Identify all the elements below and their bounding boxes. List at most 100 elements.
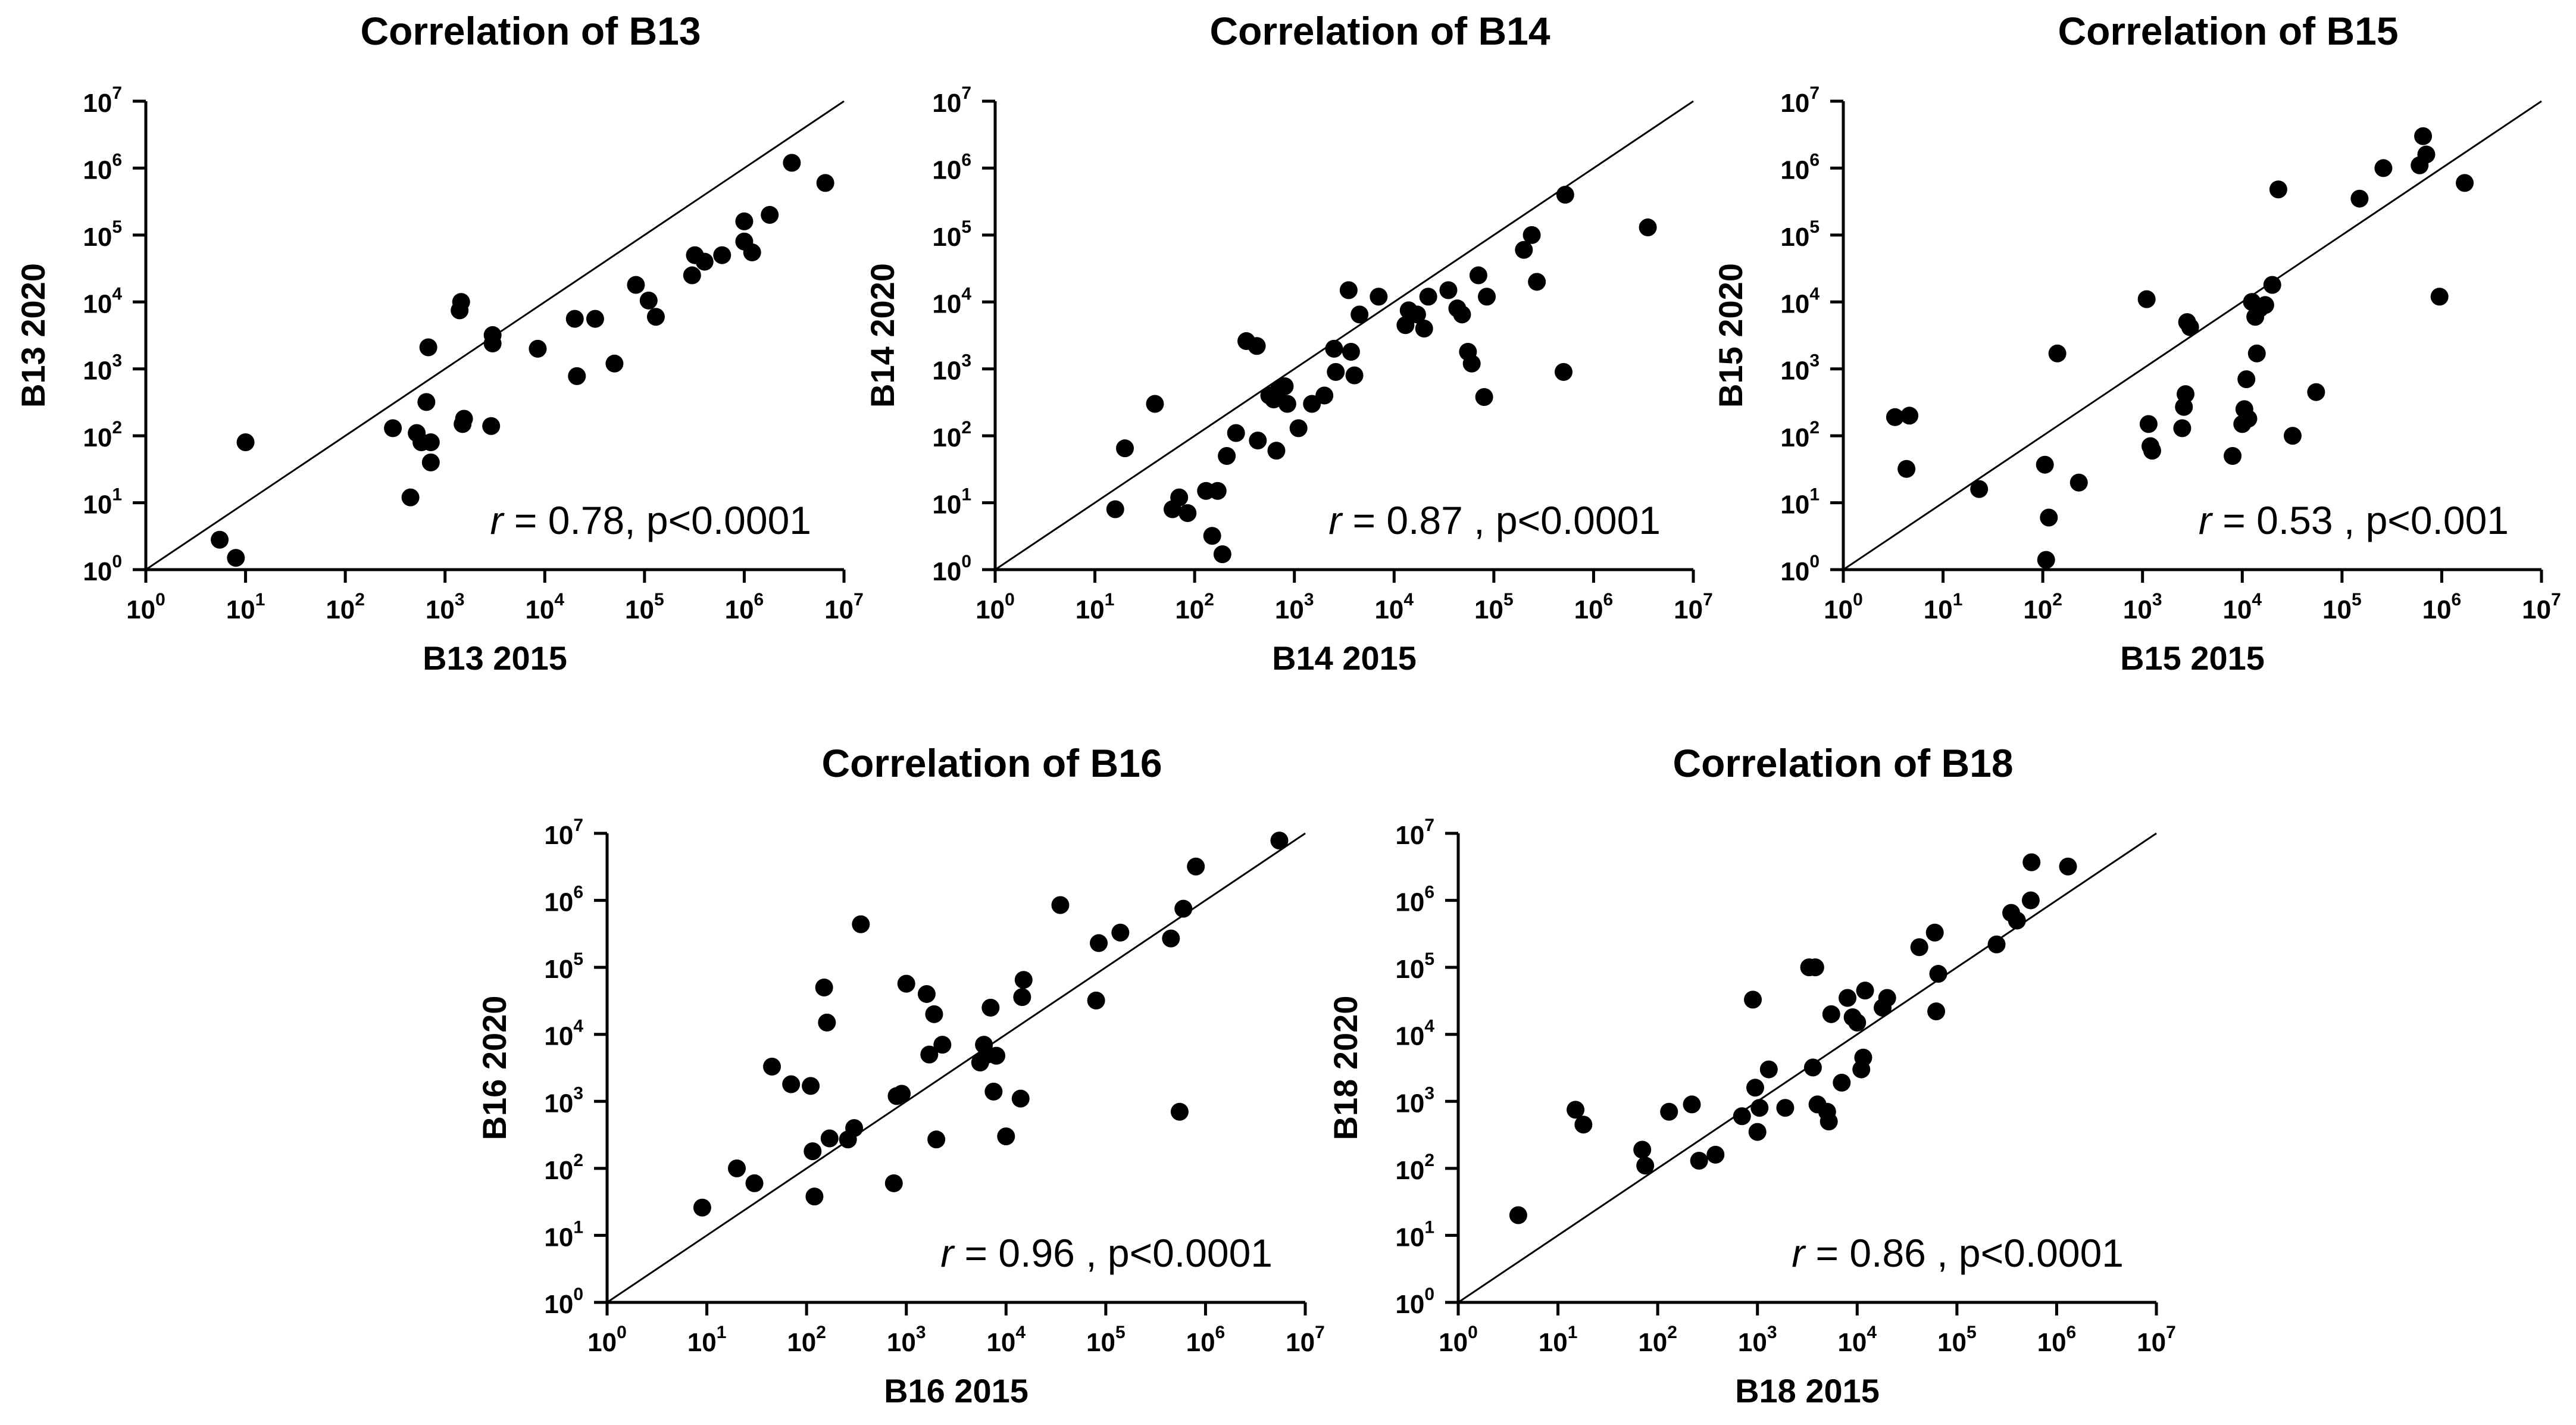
data-point [1854, 1048, 1872, 1067]
x-tick-label: 107 [824, 590, 864, 624]
data-point [1218, 446, 1236, 465]
data-point [1327, 362, 1345, 381]
x-tick-label: 102 [787, 1323, 826, 1357]
data-point [2181, 318, 2199, 336]
data-point [1090, 934, 1108, 952]
data-point [997, 1127, 1015, 1146]
data-point [845, 1119, 864, 1138]
data-point [1822, 1005, 1840, 1023]
chart-title: Correlation of B13 [360, 9, 701, 53]
r-symbol: r [2199, 498, 2214, 542]
data-point [1087, 991, 1105, 1010]
x-axis-label: B18 2015 [1735, 1372, 1880, 1410]
data-point [1927, 1002, 1946, 1021]
data-point [1776, 1099, 1795, 1117]
data-point [1178, 504, 1197, 522]
data-point [1556, 186, 1574, 204]
x-tick-label: 105 [1937, 1323, 1977, 1357]
data-point [1116, 439, 1134, 458]
data-point [745, 1174, 764, 1192]
data-point [683, 266, 701, 285]
data-point [820, 1129, 839, 1148]
y-tick-label: 106 [1395, 883, 1434, 917]
data-point [713, 246, 731, 264]
data-point [1733, 1107, 1751, 1126]
y-axis-label: B13 2020 [14, 263, 52, 408]
data-point [1523, 226, 1541, 244]
data-point [925, 1005, 943, 1023]
y-tick-label: 107 [1395, 815, 1434, 850]
data-point [805, 1188, 824, 1206]
y-tick-label: 100 [1780, 552, 1820, 586]
data-point [2176, 385, 2194, 404]
data-point [1820, 1112, 1838, 1131]
data-point [1748, 1123, 1767, 1141]
data-point [1660, 1102, 1678, 1121]
data-point [1683, 1095, 1701, 1114]
x-axis-label: B15 2015 [2120, 639, 2265, 677]
data-point [1248, 337, 1266, 355]
data-point [1174, 899, 1193, 918]
y-tick-label: 107 [544, 815, 583, 850]
chart-title: Correlation of B16 [821, 741, 1162, 785]
data-point [1469, 266, 1487, 285]
data-point [2022, 853, 2041, 871]
data-point [1567, 1101, 1585, 1119]
data-point [1276, 377, 1294, 395]
data-point [1270, 832, 1289, 850]
x-tick-label: 107 [1286, 1323, 1325, 1357]
data-point [804, 1142, 822, 1161]
data-point [1554, 362, 1573, 381]
data-point [1146, 395, 1164, 413]
x-tick-label: 100 [1824, 590, 1863, 624]
data-point [384, 419, 402, 438]
y-tick-label: 100 [83, 552, 122, 586]
data-point [1345, 366, 1364, 385]
y-tick-label: 102 [1780, 418, 1820, 452]
data-point [1106, 500, 1124, 518]
x-tick-label: 101 [226, 590, 265, 624]
y-tick-label: 107 [83, 83, 122, 118]
data-point [2350, 189, 2369, 208]
identity-line [995, 100, 1694, 571]
data-point [2263, 276, 2281, 294]
x-tick-label: 100 [126, 590, 165, 624]
data-point [483, 326, 502, 344]
data-point [565, 310, 584, 328]
data-point [627, 276, 645, 294]
x-tick-label: 103 [887, 1323, 926, 1357]
x-tick-label: 104 [1374, 590, 1414, 624]
x-tick-label: 102 [1175, 590, 1214, 624]
x-tick-label: 103 [426, 590, 465, 624]
data-point [1013, 988, 1031, 1007]
y-tick-label: 104 [932, 284, 971, 318]
data-point [482, 417, 501, 435]
x-tick-label: 106 [1574, 590, 1614, 624]
data-point [2414, 127, 2433, 145]
x-tick-label: 103 [1275, 590, 1314, 624]
data-point [1910, 938, 1928, 957]
y-tick-label: 106 [1780, 150, 1820, 185]
data-point [1203, 527, 1221, 545]
y-tick-label: 103 [1780, 351, 1820, 386]
data-point [1806, 958, 1824, 977]
data-point [1289, 419, 1308, 438]
data-point [2036, 455, 2054, 474]
data-point [2237, 370, 2256, 389]
data-point [1478, 288, 1496, 306]
y-tick-label: 102 [932, 418, 971, 452]
data-point [1011, 1089, 1030, 1108]
data-point [884, 1174, 903, 1192]
data-point [1970, 480, 1989, 498]
y-tick-label: 107 [932, 83, 971, 118]
y-tick-label: 104 [1780, 284, 1820, 318]
data-point [2040, 508, 2058, 527]
x-tick-label: 106 [725, 590, 764, 624]
x-tick-label: 105 [1086, 1323, 1126, 1357]
data-point [1315, 386, 1334, 405]
correlation-annotation: r = 0.53 , p<0.001 [2199, 498, 2509, 542]
data-point [852, 915, 870, 933]
